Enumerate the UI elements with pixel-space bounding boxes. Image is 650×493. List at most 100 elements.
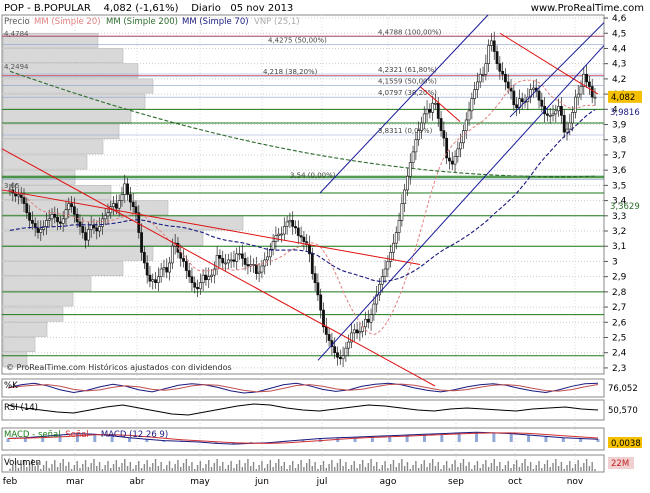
candle-body xyxy=(341,355,345,360)
candle-body xyxy=(350,332,353,343)
candle-body xyxy=(137,212,141,233)
candle-body xyxy=(182,258,185,262)
trendline-red xyxy=(1,189,421,265)
candle-body xyxy=(506,81,510,89)
candle-body xyxy=(400,203,404,221)
candle-body xyxy=(131,201,135,207)
y-tick-label: 3,7 xyxy=(612,151,626,161)
fibonacci-label: 4,0797 (38,20%) xyxy=(378,89,437,97)
candle-body xyxy=(425,109,429,115)
y-tick-label: 2,4 xyxy=(612,349,627,359)
channel-line xyxy=(317,45,605,361)
x-tick-label: oct xyxy=(508,477,522,487)
candle-body xyxy=(431,102,435,113)
volume-profile-bar xyxy=(2,276,92,292)
candle-body xyxy=(467,110,471,121)
x-tick-label: jul xyxy=(316,477,328,487)
candle-body xyxy=(352,329,356,334)
candle-body xyxy=(95,227,99,232)
volume-profile-bar xyxy=(2,337,36,353)
y-tick-label: 4,4 xyxy=(612,44,627,54)
y-tick-label: 4 xyxy=(612,105,618,115)
candle-body xyxy=(226,259,230,264)
candle-body xyxy=(568,122,572,130)
candle-body xyxy=(123,183,127,195)
trendline-red xyxy=(499,32,599,95)
stochastic-value: 76,052 xyxy=(608,384,638,394)
candle-body xyxy=(299,235,303,238)
x-tick-label: ago xyxy=(380,477,397,487)
candle-body xyxy=(484,63,488,75)
candle-body xyxy=(165,267,169,273)
candle-body xyxy=(246,264,250,267)
candle-body xyxy=(260,265,264,273)
candle-body xyxy=(487,45,491,64)
candle-body xyxy=(537,90,541,101)
candle-body xyxy=(439,118,443,131)
candle-body xyxy=(229,259,233,262)
candle-body xyxy=(117,200,121,209)
candle-body xyxy=(579,86,583,95)
candle-body xyxy=(25,203,29,214)
candle-body xyxy=(291,220,295,227)
candle-body xyxy=(114,203,118,209)
volume-value: 22M xyxy=(611,459,629,469)
candle-body xyxy=(224,262,227,265)
candle-body xyxy=(159,268,163,277)
candle-body xyxy=(344,347,348,357)
candle-body xyxy=(442,130,446,139)
candle-body xyxy=(277,233,281,236)
candle-body xyxy=(366,318,370,323)
candle-body xyxy=(151,279,155,282)
y-tick-label: 3,6 xyxy=(612,166,627,176)
rsi-value: 50,570 xyxy=(608,406,638,416)
rsi-line xyxy=(7,403,599,416)
volume-profile-bar xyxy=(2,48,124,63)
candle-body xyxy=(403,189,407,204)
y-tick-label: 2,6 xyxy=(612,318,627,328)
y-tick-label: 4,3 xyxy=(612,60,626,70)
candle-body xyxy=(106,212,110,217)
candle-body xyxy=(36,227,40,233)
mm200-line xyxy=(9,70,596,178)
candle-body xyxy=(16,194,20,197)
macd-title-part: Señal xyxy=(65,430,89,440)
site-label: www.ProRealTime.com xyxy=(530,3,644,14)
candle-body xyxy=(218,255,222,259)
candle-body xyxy=(554,110,558,115)
candle-body xyxy=(394,232,398,244)
candle-body xyxy=(338,356,342,360)
volume-profile-bar xyxy=(2,154,88,170)
candle-body xyxy=(154,279,157,284)
candle-body xyxy=(271,241,275,250)
candle-body xyxy=(89,224,93,230)
candle-body xyxy=(448,157,451,162)
candle-body xyxy=(347,341,351,349)
candle-body xyxy=(434,102,437,105)
last-price-tag xyxy=(608,90,642,103)
volume-profile-bar xyxy=(2,78,154,94)
trendline-red xyxy=(419,86,461,122)
candle-body xyxy=(61,218,65,224)
candle-body xyxy=(201,274,205,284)
candle-body xyxy=(134,206,138,214)
candle-body xyxy=(582,74,586,87)
candle-body xyxy=(302,236,306,242)
candle-body xyxy=(459,142,463,150)
candle-body xyxy=(532,87,535,90)
candle-body xyxy=(414,139,418,153)
candle-body xyxy=(42,226,45,230)
volume-profile-bar xyxy=(2,124,120,140)
candle-body xyxy=(473,89,477,99)
candle-body xyxy=(75,213,79,223)
y-tick-label: 3,9 xyxy=(612,121,627,131)
x-tick-label: jun xyxy=(254,477,269,487)
candle-body xyxy=(285,221,289,227)
candle-body xyxy=(282,226,286,235)
candle-body xyxy=(44,220,48,227)
candle-body xyxy=(498,63,502,72)
fibonacci-label: 4,1559 (50,00%) xyxy=(378,78,437,86)
candle-body xyxy=(280,233,283,236)
candle-body xyxy=(372,303,376,315)
mm70-value-label: 3,9816 xyxy=(610,108,640,118)
